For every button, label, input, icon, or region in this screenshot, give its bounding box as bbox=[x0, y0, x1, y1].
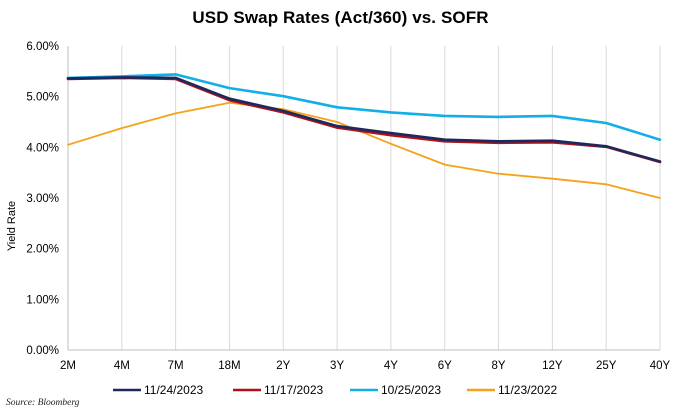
series-line bbox=[66, 73, 662, 141]
x-tick-label: 3Y bbox=[330, 360, 344, 372]
x-tick-label: 25Y bbox=[596, 360, 617, 372]
y-tick-label: 4.00% bbox=[26, 142, 59, 154]
legend-label: 10/25/2023 bbox=[381, 383, 441, 397]
source-note: Source: Bloomberg bbox=[6, 398, 80, 408]
legend-label: 11/24/2023 bbox=[144, 383, 203, 397]
y-axis-label: Yield Rate bbox=[6, 201, 18, 251]
x-tick-label: 18M bbox=[218, 360, 240, 372]
series-line bbox=[66, 76, 662, 164]
y-tick-label: 6.00% bbox=[26, 41, 59, 53]
x-tick-label: 7M bbox=[168, 360, 184, 372]
x-tick-label: 8Y bbox=[492, 360, 506, 372]
x-tick-label: 4Y bbox=[384, 360, 398, 372]
y-tick-label: 3.00% bbox=[26, 193, 59, 205]
chart-title: USD Swap Rates (Act/360) vs. SOFR bbox=[192, 8, 489, 27]
x-tick-label: 4M bbox=[114, 360, 130, 372]
y-tick-label: 0.00% bbox=[26, 345, 59, 357]
legend-label: 11/17/2023 bbox=[264, 383, 323, 397]
x-tick-label: 2M bbox=[60, 360, 76, 372]
y-tick-label: 1.00% bbox=[26, 294, 59, 306]
legend: 11/24/2023 11/17/2023 10/25/2023 11/23/2022 bbox=[113, 383, 557, 397]
series-line bbox=[67, 101, 661, 199]
x-tick-label: 6Y bbox=[438, 360, 452, 372]
legend-label: 11/23/2022 bbox=[498, 383, 557, 397]
y-tick-label: 5.00% bbox=[26, 92, 59, 104]
gridlines bbox=[121, 46, 661, 350]
x-tick-label: 2Y bbox=[276, 360, 290, 372]
y-tick-labels: 0.00% 1.00% 2.00% 3.00% 4.00% 5.00% 6.00% bbox=[26, 41, 59, 357]
series-lines bbox=[66, 73, 662, 199]
x-tick-labels: 2M 4M 7M 18M 2Y 3Y 4Y 6Y 8Y 12Y 25Y 40Y bbox=[60, 360, 671, 372]
y-tick-label: 2.00% bbox=[26, 244, 59, 256]
x-tick-label: 12Y bbox=[542, 360, 563, 372]
series-line bbox=[66, 76, 662, 163]
x-tick-label: 40Y bbox=[650, 360, 671, 372]
axes bbox=[67, 46, 660, 351]
